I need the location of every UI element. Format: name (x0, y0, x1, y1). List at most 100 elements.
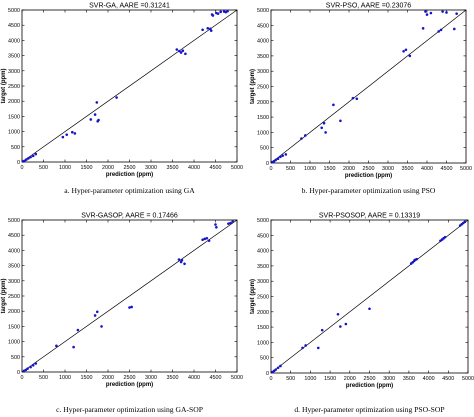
x-tick-label: 0 (21, 375, 24, 381)
data-point (227, 222, 230, 225)
data-point (214, 223, 217, 226)
chart-panel-2: 0 500 1000 1500 2000 2500 3000 3500 4000 4500 5000… (250, 3, 472, 196)
data-point (216, 12, 220, 15)
data-point (276, 366, 280, 370)
data-point (95, 310, 99, 314)
data-point (404, 48, 408, 52)
x-tick-label: 4500 (210, 165, 222, 171)
data-point (181, 49, 185, 53)
data-point (437, 30, 441, 33)
x-tick-label: 5000 (462, 376, 474, 382)
data-point (219, 10, 222, 14)
data-point (411, 260, 415, 264)
data-point (279, 364, 282, 368)
x-tick-label: 4500 (442, 376, 454, 382)
x-tick-label: 1000 (304, 166, 316, 172)
data-point (201, 238, 204, 242)
y-axis-label: target (ppm) (1, 69, 7, 104)
x-tick-label: 3000 (145, 165, 157, 171)
x-tick-label: 0 (270, 166, 273, 172)
y-tick-label: 3500 (8, 264, 20, 270)
data-point (93, 113, 97, 116)
data-point (339, 119, 342, 123)
data-point (183, 262, 186, 266)
data-point (73, 132, 77, 135)
x-tick-label: 4500 (210, 375, 222, 381)
y-tick-label: 500 (260, 146, 269, 152)
data-point (226, 9, 229, 13)
data-point (25, 158, 28, 161)
y-tick-label: 1500 (257, 325, 269, 331)
data-point (93, 314, 97, 317)
data-point (300, 137, 303, 140)
x-tick-label: 5000 (231, 165, 243, 171)
chart-title: SVR-GASOP, AARE = 0.17466 (81, 213, 178, 220)
data-point (441, 10, 444, 13)
data-point (274, 368, 278, 371)
data-point (415, 257, 419, 261)
data-point (71, 130, 74, 134)
data-point (179, 51, 183, 54)
data-point (304, 134, 307, 137)
y-tick-label: 2500 (257, 85, 269, 91)
x-tick-label: 2500 (363, 166, 375, 172)
y-tick-label: 3000 (257, 69, 269, 75)
x-tick-label: 500 (286, 166, 295, 172)
x-tick-label: 4000 (188, 165, 200, 171)
data-point (175, 48, 179, 51)
chart-title: SVR-PSO, AARE =0.23076 (326, 3, 412, 10)
data-point (205, 236, 209, 240)
data-point (89, 118, 93, 121)
x-tick-label: 3000 (383, 376, 395, 382)
data-point (322, 121, 326, 125)
data-point (408, 54, 412, 58)
y-tick-label: 4000 (257, 249, 269, 255)
x-tick-label: 500 (39, 375, 48, 381)
y-tick-label: 1000 (257, 340, 269, 346)
x-tick-label: 2500 (124, 375, 136, 381)
x-tick-label: 5000 (231, 375, 243, 381)
data-point (130, 305, 133, 309)
data-point (26, 367, 29, 370)
x-tick-label: 500 (39, 165, 48, 171)
x-tick-label: 1000 (59, 165, 71, 171)
data-point (355, 97, 359, 101)
data-point (229, 221, 232, 225)
data-point (55, 344, 58, 348)
y-tick-label: 1500 (257, 115, 269, 121)
y-tick-label: 2000 (8, 99, 20, 105)
chart-title: SVR-GA, AARE =0.31241 (89, 3, 170, 10)
x-tick-label: 500 (286, 376, 295, 382)
y-tick-label: 1500 (8, 324, 20, 330)
data-point (402, 50, 405, 53)
x-tick-label: 2000 (102, 165, 114, 171)
y-tick-label: 2500 (257, 295, 269, 301)
data-point (276, 157, 280, 161)
x-tick-label: 2000 (102, 375, 114, 381)
x-axis-label: prediction (ppm) (346, 383, 393, 389)
y-tick-label: 500 (11, 355, 20, 361)
data-point (65, 133, 69, 136)
data-point (231, 220, 234, 223)
reference-line (21, 219, 238, 373)
x-tick-label: 3500 (167, 375, 179, 381)
data-point (445, 11, 448, 14)
data-point (27, 157, 30, 160)
y-tick-label: 2500 (8, 84, 20, 90)
panel-caption: d. Hyper-parameter optimization using PS… (294, 405, 444, 414)
x-tick-label: 2000 (344, 376, 356, 382)
y-tick-label: 4500 (8, 23, 20, 29)
x-tick-label: 2500 (124, 165, 136, 171)
data-point (332, 103, 335, 107)
reference-line (270, 219, 469, 374)
data-point (279, 155, 282, 159)
data-point (368, 307, 371, 311)
y-tick-label: 1000 (8, 130, 20, 136)
data-point (29, 155, 32, 159)
x-tick-label: 4000 (188, 375, 200, 381)
x-axis-label: prediction (ppm) (106, 172, 153, 178)
data-point (336, 312, 340, 316)
data-point (344, 322, 348, 326)
y-tick-label: 3500 (257, 264, 269, 270)
data-point (304, 344, 307, 347)
